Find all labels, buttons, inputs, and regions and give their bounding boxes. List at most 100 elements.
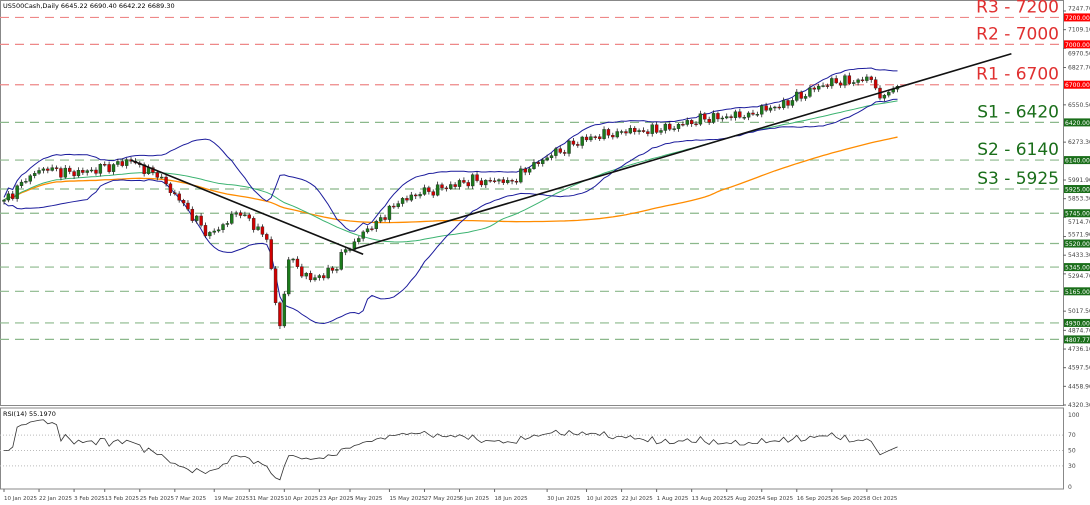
candle-body: [387, 205, 392, 220]
y-tick-label: 5714.70: [1068, 219, 1090, 226]
candle-body: [506, 180, 510, 183]
candle-body: [646, 131, 650, 134]
candle-body: [28, 175, 32, 182]
candle-body: [633, 128, 637, 132]
candle-body: [89, 169, 94, 172]
candle-body: [847, 75, 852, 84]
candle-body: [6, 193, 11, 201]
candle-body: [492, 180, 497, 182]
candle-body: [37, 170, 41, 174]
candle-body: [589, 136, 593, 141]
candle-body: [602, 129, 606, 139]
candle-body: [527, 168, 532, 173]
candle-body: [584, 136, 589, 141]
candle-body: [856, 79, 860, 83]
candle-body: [488, 180, 492, 182]
candle-body: [816, 85, 821, 90]
candle-body: [378, 217, 383, 222]
y-tick-label: 7247.70: [1068, 5, 1090, 12]
candle-body: [689, 120, 694, 125]
candle-body: [725, 116, 729, 119]
candle-body: [755, 114, 760, 116]
candle-body: [361, 231, 365, 239]
candle-body: [234, 212, 238, 215]
candle-body: [155, 172, 160, 178]
x-tick-label: 26 Sep 2025: [832, 496, 867, 502]
y-tick-label: 4736.10: [1068, 346, 1090, 353]
candle-body: [777, 106, 781, 109]
candle-body: [795, 91, 799, 101]
candle-body: [484, 180, 488, 186]
candle-body: [760, 105, 764, 115]
rsi-tick-label: 0: [1068, 484, 1072, 491]
candle-body: [190, 208, 195, 221]
candle-body: [768, 107, 773, 111]
x-tick-label: 25 Aug 2025: [727, 496, 763, 502]
candle-body: [291, 258, 295, 261]
candle-body: [799, 91, 803, 99]
x-tick-label: 22 Jul 2025: [622, 496, 654, 502]
candle-body: [186, 202, 190, 210]
candle-body: [146, 167, 151, 174]
level-price-tag: [1064, 13, 1090, 22]
trendline: [354, 52, 1012, 250]
x-tick-label: 30 Jun 2025: [547, 496, 581, 502]
candle-body: [335, 269, 339, 271]
candle-body: [729, 116, 733, 118]
candle-body: [317, 275, 322, 278]
rsi-panel-frame: [0, 407, 1064, 490]
candle-body: [860, 79, 865, 82]
y-tick-label: 6273.30: [1068, 139, 1090, 146]
trendline: [130, 159, 364, 256]
candle-body: [663, 123, 668, 131]
level-price-tag-text: 5745.00: [1065, 211, 1090, 218]
bollinger-upper-band: [3, 67, 898, 232]
candle-body: [72, 171, 76, 177]
candle-body: [830, 78, 834, 87]
candle-body: [519, 168, 523, 183]
candle-body: [295, 258, 300, 267]
candle-body: [300, 266, 304, 277]
candle-body: [514, 181, 519, 183]
candle-body: [238, 212, 243, 216]
x-tick-label: 4 Sep 2025: [762, 496, 794, 502]
y-tick-label: 6550.50: [1068, 102, 1090, 109]
candle-body: [357, 238, 361, 242]
candle-body: [304, 273, 308, 277]
level-price-tag-text: 5165.00: [1065, 289, 1090, 296]
candle-body: [46, 168, 50, 171]
candle-body: [479, 180, 484, 186]
candle-body: [98, 164, 103, 174]
x-tick-label: 6 Jun 2025: [460, 496, 490, 502]
candle-body: [773, 106, 777, 109]
x-tick-label: 5 May 2025: [350, 496, 383, 502]
candle-body: [195, 215, 199, 221]
x-tick-label: 23 Apr 2025: [319, 496, 354, 502]
candle-body: [431, 191, 435, 196]
candle-body: [654, 124, 659, 133]
candle-body: [269, 239, 273, 269]
candle-body: [733, 111, 738, 118]
candle-body: [414, 194, 418, 197]
candle-body: [221, 224, 225, 230]
candle-body: [453, 184, 457, 187]
candle-body: [260, 226, 265, 235]
candle-body: [532, 162, 536, 169]
moving-average-orange: [3, 136, 898, 224]
candle-body: [32, 173, 37, 176]
rsi-label: RSI(14) 55.1970: [3, 410, 56, 418]
candle-body: [168, 183, 173, 193]
candle-body: [475, 174, 479, 181]
candle-body: [720, 117, 725, 120]
candle-body: [554, 148, 558, 156]
candle-body: [159, 176, 164, 179]
x-tick-label: 7 Mar 2025: [175, 496, 207, 502]
candle-body: [339, 252, 343, 270]
candle-body: [593, 136, 597, 138]
candle-body: [243, 214, 247, 217]
candle-body: [558, 148, 562, 153]
candle-body: [786, 100, 790, 106]
x-tick-label: 25 Feb 2025: [140, 496, 175, 502]
rsi-tick-label: 50: [1068, 448, 1076, 455]
